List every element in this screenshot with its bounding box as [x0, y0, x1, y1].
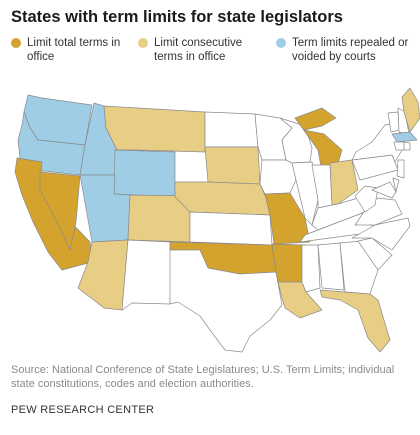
- legend-label-consecutive: Limit consecutive terms in office: [154, 37, 243, 63]
- state-wy: [113, 149, 176, 198]
- state-tx: [169, 249, 283, 353]
- state-nj: [396, 159, 405, 179]
- state-al: [317, 242, 345, 291]
- legend-label-repealed: Term limits repealed or voided by courts: [292, 37, 409, 63]
- state-ia: [259, 159, 297, 195]
- state-sc: [357, 237, 393, 271]
- state-fl: [319, 289, 391, 353]
- legend-swatch-repealed: [276, 38, 286, 48]
- state-mo: [264, 192, 311, 245]
- state-ri: [403, 141, 411, 151]
- legend-item-repealed: Term limits repealed or voided by courts: [276, 36, 420, 64]
- state-de: [392, 177, 400, 193]
- legend-swatch-total: [11, 38, 21, 48]
- state-ks: [189, 211, 273, 246]
- state-mt: [103, 105, 206, 153]
- chart-title: States with term limits for state legisl…: [11, 8, 343, 26]
- footer-credit: PEW RESEARCH CENTER: [11, 404, 155, 416]
- state-ne: [174, 181, 271, 216]
- state-ct: [393, 141, 405, 151]
- state-ma: [391, 131, 418, 143]
- state-or: [17, 111, 86, 176]
- legend-item-consecutive: Limit consecutive terms in office: [138, 36, 266, 64]
- legend-swatch-consecutive: [138, 38, 148, 48]
- state-ms: [301, 244, 321, 293]
- state-wv: [354, 185, 379, 213]
- state-sd: [204, 146, 261, 185]
- us-states-map: [14, 87, 420, 353]
- state-ar: [271, 243, 307, 283]
- state-nd: [204, 111, 259, 148]
- legend-label-total: Limit total terms in office: [27, 37, 121, 63]
- state-md: [371, 181, 397, 199]
- state-oh: [329, 159, 359, 206]
- source-note: Source: National Conference of State Leg…: [11, 364, 395, 390]
- state-me: [401, 87, 420, 133]
- state-nm: [121, 239, 173, 311]
- legend-item-total: Limit total terms in office: [11, 36, 127, 64]
